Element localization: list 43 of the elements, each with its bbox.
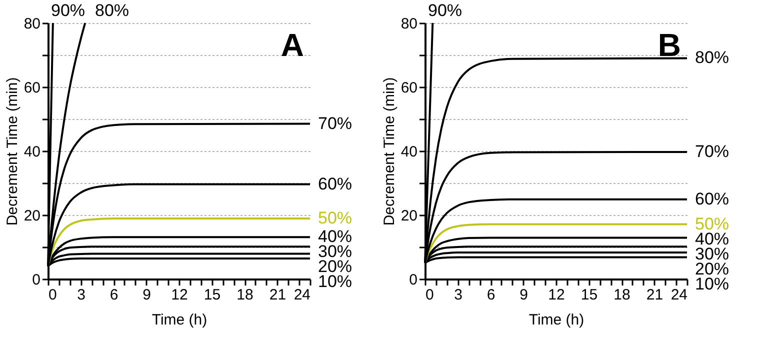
x-tick-label: 3 (77, 286, 86, 304)
x-tick-label: 12 (548, 286, 565, 304)
y-tick-label: 40 (24, 144, 40, 160)
x-tick-label: 15 (204, 286, 221, 304)
x-axis-title: Time (h) (152, 312, 208, 328)
annotation: A (280, 27, 304, 63)
y-tick-label: 40 (400, 144, 418, 160)
y-tick-label: 0 (409, 272, 418, 288)
x-axis-title: Time (h) (528, 312, 584, 328)
x-tick-label: 21 (646, 286, 664, 304)
x-tick-label: 3 (454, 286, 462, 304)
x-tick-label: 6 (110, 286, 118, 304)
x-tick-label: 15 (580, 286, 598, 304)
annotation: B (658, 27, 681, 63)
x-tick-label: 24 (670, 286, 688, 304)
x-tick-label: 18 (614, 286, 630, 304)
x-tick-label: 0 (48, 286, 57, 304)
x-tick-label: 0 (426, 286, 434, 304)
series-label: 90% (428, 1, 462, 20)
series-label: 70% (695, 142, 730, 161)
y-axis-title: Decrement Time (min) (380, 77, 398, 226)
x-tick-label: 12 (171, 286, 188, 304)
x-tick-label: 18 (236, 286, 254, 304)
x-tick-label: 9 (142, 286, 151, 304)
series-label: 60% (318, 174, 352, 194)
y-tick-label: 0 (32, 272, 40, 288)
series-label: 90% (50, 1, 86, 20)
x-tick-label: 9 (520, 286, 528, 304)
x-tick-label: 21 (269, 286, 286, 304)
series-label: 80% (695, 48, 730, 68)
series-label: 60% (695, 189, 730, 208)
y-tick-label: 60 (24, 80, 40, 96)
series-label: 70% (318, 114, 352, 133)
y-tick-label: 80 (400, 16, 418, 32)
y-tick-label: 80 (24, 16, 40, 32)
y-tick-label: 20 (24, 208, 40, 224)
series-label: 50% (318, 208, 352, 228)
series-label: 80% (94, 1, 130, 20)
y-tick-label: 20 (400, 208, 418, 224)
y-tick-label: 60 (400, 80, 418, 96)
y-axis-title: Decrement Time (min) (4, 77, 21, 226)
x-tick-label: 6 (486, 286, 496, 304)
x-tick-label: 24 (294, 286, 310, 304)
